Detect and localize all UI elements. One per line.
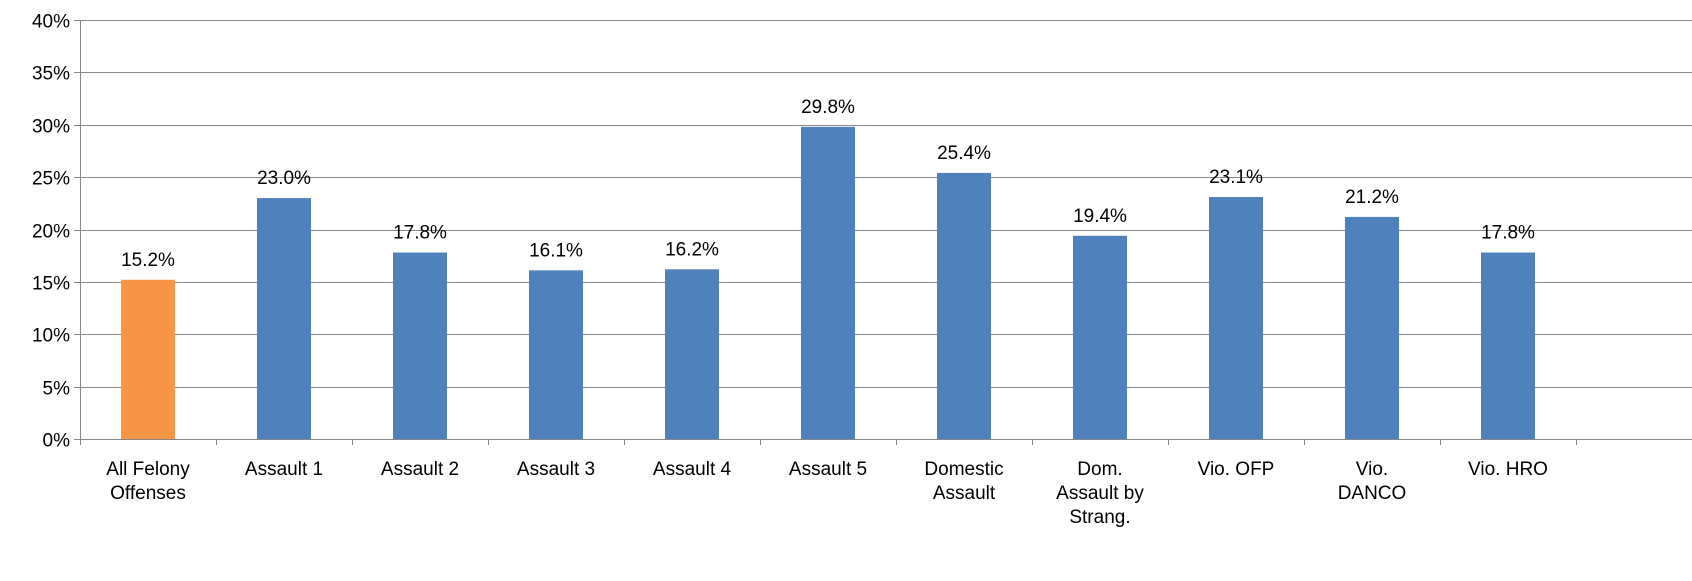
x-tick-label: Vio. HRO [1468,459,1548,480]
y-axis-tick-labels: 0% 5% 10% 15% 20% 25% 30% 35% 40% [32,12,70,452]
data-label: 25.4% [937,143,991,164]
y-tick-label: 35% [32,64,70,85]
data-label: 15.2% [121,250,175,271]
bar [801,126,855,439]
data-label: 17.8% [393,223,447,244]
data-label: 21.2% [1345,187,1399,208]
axes [74,20,1692,445]
x-tick-label: Offenses [110,483,186,504]
bar [1481,252,1535,439]
data-label: 16.2% [665,239,719,260]
x-tick-label: Strang. [1069,507,1130,528]
data-labels: 15.2% 23.0% 17.8% 16.1% 16.2% 29.8% 25.4% 19.4%… [121,97,1535,271]
category-labels: All Felony Offenses Assault 1 Assault 2 Assa… [106,459,1548,528]
data-label: 23.0% [257,168,311,189]
x-tick-label: Dom. [1077,459,1122,480]
y-tick-label: 15% [32,274,70,295]
data-label: 29.8% [801,97,855,118]
y-tick-label: 20% [32,222,70,243]
x-tick-label: Assault 3 [517,459,595,480]
x-tick-label: Assault 2 [381,459,459,480]
bar [1209,197,1263,439]
x-tick-label: Assault 4 [653,459,732,480]
bar [257,198,311,439]
x-tick-label: Assault 5 [789,459,867,480]
x-tick-label: Assault 1 [245,459,323,480]
y-tick-label: 10% [32,326,70,347]
bar [665,269,719,439]
x-tick-label: Assault [933,483,996,504]
gridlines [80,20,1692,388]
x-tick-label: Domestic [924,459,1003,480]
bar [393,252,447,439]
data-label: 17.8% [1481,223,1535,244]
x-tick-label: DANCO [1338,483,1407,504]
data-label: 16.1% [529,240,583,261]
data-label: 23.1% [1209,167,1263,188]
x-tick-label: Vio. OFP [1198,459,1275,480]
y-tick-label: 5% [43,379,71,400]
y-tick-label: 25% [32,169,70,190]
y-tick-label: 30% [32,117,70,138]
x-tick-label: Assault by [1056,483,1144,504]
bar [121,279,175,439]
x-tick-label: Vio. [1356,459,1388,480]
bar [1345,216,1399,439]
bars [121,126,1535,439]
x-tick-label: All Felony [106,459,190,480]
y-tick-label: 40% [32,12,70,33]
bar [937,172,991,439]
data-label: 19.4% [1073,206,1127,227]
bar [529,270,583,439]
y-tick-label: 0% [43,431,71,452]
bar [1073,235,1127,439]
